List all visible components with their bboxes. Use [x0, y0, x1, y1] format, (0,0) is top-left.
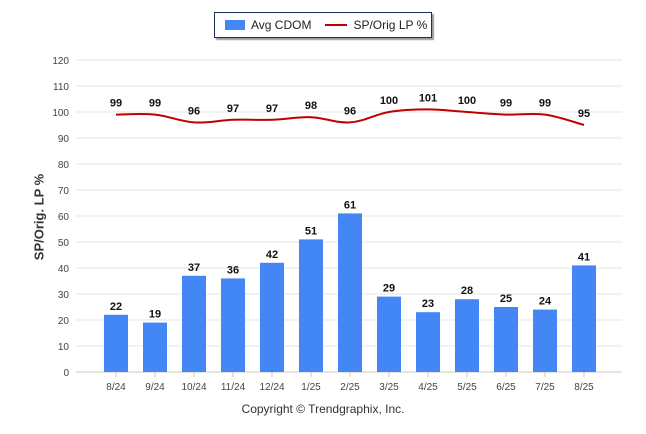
line-data-label: 101 [419, 92, 437, 104]
bar-data-label: 19 [149, 309, 161, 321]
y-tick-label: 100 [52, 108, 69, 119]
legend-label-sp-orig-lp: SP/Orig LP % [353, 18, 428, 32]
legend-swatch-bar [225, 20, 245, 30]
line-data-label: 97 [227, 103, 239, 115]
bar-data-label: 23 [422, 298, 434, 310]
bar [494, 307, 518, 372]
bar-data-label: 61 [344, 199, 356, 211]
bar-data-label: 22 [110, 301, 122, 313]
line-data-label: 99 [149, 98, 161, 110]
line-series: 99 99 96 97 97 98 96 100 101 100 99 99 95 [110, 92, 590, 126]
bar [143, 322, 167, 372]
line-data-label: 99 [110, 98, 122, 110]
y-axis-title: SP/Orig. LP % [31, 173, 47, 261]
x-tick-label: 9/24 [145, 382, 165, 393]
line-data-label: 99 [500, 98, 512, 110]
bar [182, 275, 206, 372]
bar [533, 309, 557, 372]
bar-data-label: 37 [188, 262, 200, 274]
y-tick-label: 90 [58, 134, 70, 145]
x-tick-label: 8/24 [106, 382, 126, 393]
bar-data-label: 42 [266, 249, 278, 261]
x-tick-label: 3/25 [379, 382, 399, 393]
bar-data-label: 29 [383, 283, 395, 295]
x-tick-label: 2/25 [340, 382, 360, 393]
copyright-footer: Copyright © Trendgraphix, Inc. [241, 402, 405, 416]
bar-data-label: 41 [578, 251, 590, 263]
x-tick-label: 1/25 [301, 382, 321, 393]
legend-item-sp-orig-lp[interactable]: SP/Orig LP % [311, 18, 427, 32]
y-tick-label: 60 [58, 212, 70, 223]
bar [299, 239, 323, 372]
line-data-label: 96 [344, 105, 356, 117]
y-tick-label: 120 [52, 56, 69, 67]
y-tick-label: 110 [53, 82, 69, 93]
x-tick-label: 10/24 [181, 382, 206, 393]
bar [455, 299, 479, 372]
y-tick-label: 70 [58, 186, 70, 197]
bar [377, 296, 401, 372]
line-data-label: 98 [305, 100, 317, 112]
x-tick-label: 7/25 [535, 382, 555, 393]
x-tick-label: 8/25 [574, 382, 594, 393]
line-data-label: 95 [578, 108, 590, 120]
bar-data-label: 24 [539, 296, 552, 308]
legend-swatch-line [325, 24, 348, 26]
bar-data-label: 36 [227, 264, 239, 276]
legend-label-avg-cdom: Avg CDOM [251, 18, 312, 32]
x-tick-labels: 8/24 9/24 10/24 11/24 12/24 1/25 2/25 3/25 4/25 5… [106, 372, 594, 393]
bar [221, 278, 245, 372]
y-tick-labels: 0 10 20 30 40 50 60 70 80 90 100 110 120 [52, 56, 69, 379]
bar-data-label: 51 [305, 225, 317, 237]
bar [260, 262, 284, 372]
bar [104, 314, 128, 372]
bar [338, 213, 362, 372]
line-data-label: 99 [539, 98, 551, 110]
y-tick-label: 80 [58, 160, 70, 171]
y-tick-label: 0 [63, 368, 69, 379]
line-sp-orig-lp [115, 108, 585, 126]
line-data-label: 96 [188, 105, 200, 117]
x-tick-label: 5/25 [457, 382, 477, 393]
line-data-label: 97 [266, 103, 278, 115]
line-data-label: 100 [380, 95, 398, 107]
y-tick-label: 10 [58, 342, 70, 353]
x-tick-label: 4/25 [418, 382, 438, 393]
x-tick-label: 6/25 [496, 382, 516, 393]
y-tick-label: 50 [58, 238, 70, 249]
y-tick-label: 30 [58, 290, 70, 301]
y-tick-label: 20 [58, 316, 70, 327]
x-tick-label: 12/24 [259, 382, 284, 393]
bar [572, 265, 596, 372]
line-data-label: 100 [458, 95, 476, 107]
legend: Avg CDOM SP/Orig LP % [214, 12, 432, 38]
bar [416, 312, 440, 372]
bar-data-label: 25 [500, 293, 512, 305]
x-tick-label: 11/24 [221, 382, 246, 393]
y-tick-label: 40 [58, 264, 70, 275]
legend-item-avg-cdom[interactable]: Avg CDOM [215, 18, 311, 32]
bar-data-label: 28 [461, 285, 473, 297]
bar-series: 22 19 37 36 42 51 61 29 23 28 25 24 41 [104, 199, 596, 372]
